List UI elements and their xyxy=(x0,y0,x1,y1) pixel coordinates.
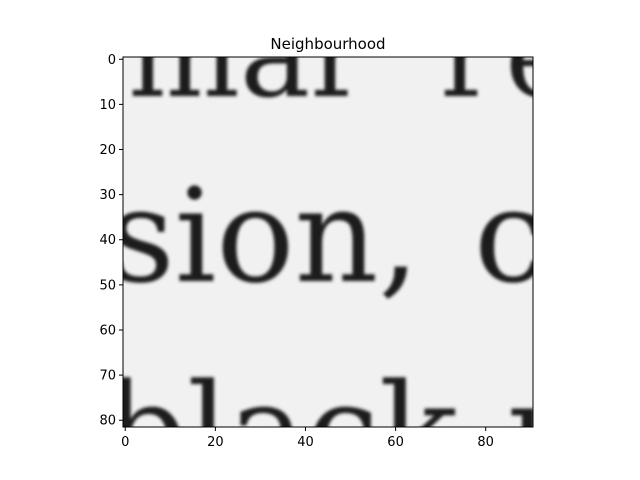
chart-title: Neighbourhood xyxy=(270,35,385,53)
top-glyph-fragment-edge: e xyxy=(505,0,575,124)
y-tick-label: 0 xyxy=(108,53,116,68)
top-glyph-fragment: mar xyxy=(128,0,367,124)
x-tick-label: 60 xyxy=(387,435,404,450)
x-tick-label: 40 xyxy=(297,435,314,450)
x-tick-label: 0 xyxy=(121,435,129,450)
x-tick-label: 20 xyxy=(207,435,224,450)
paper-texture xyxy=(123,57,533,427)
y-tick-label: 20 xyxy=(99,143,116,158)
middle-right-fragment: c xyxy=(474,160,547,312)
top-glyph-fragment-right: r xyxy=(440,0,497,124)
y-tick-label: 50 xyxy=(99,278,116,293)
y-tick-label: 40 xyxy=(99,233,116,248)
image-area: mar r e sion, c black- u xyxy=(104,0,592,480)
bottom-right-fragment: u xyxy=(508,355,592,480)
y-tick-label: 80 xyxy=(99,414,116,429)
y-tick-label: 60 xyxy=(99,323,116,338)
plot-frame xyxy=(122,56,534,428)
x-tick-label: 80 xyxy=(477,435,494,450)
y-tick-label: 70 xyxy=(99,369,116,384)
y-axis: 0 10 20 30 40 50 60 70 80 xyxy=(99,53,123,429)
bottom-word-fragment: black- xyxy=(104,355,500,480)
x-axis: 0 20 40 60 80 xyxy=(121,427,494,450)
printed-text-image: mar r e sion, c black- u xyxy=(104,0,592,480)
middle-word-fragment: sion, xyxy=(108,160,420,312)
y-tick-label: 10 xyxy=(99,98,116,113)
y-tick-label: 30 xyxy=(99,188,116,203)
